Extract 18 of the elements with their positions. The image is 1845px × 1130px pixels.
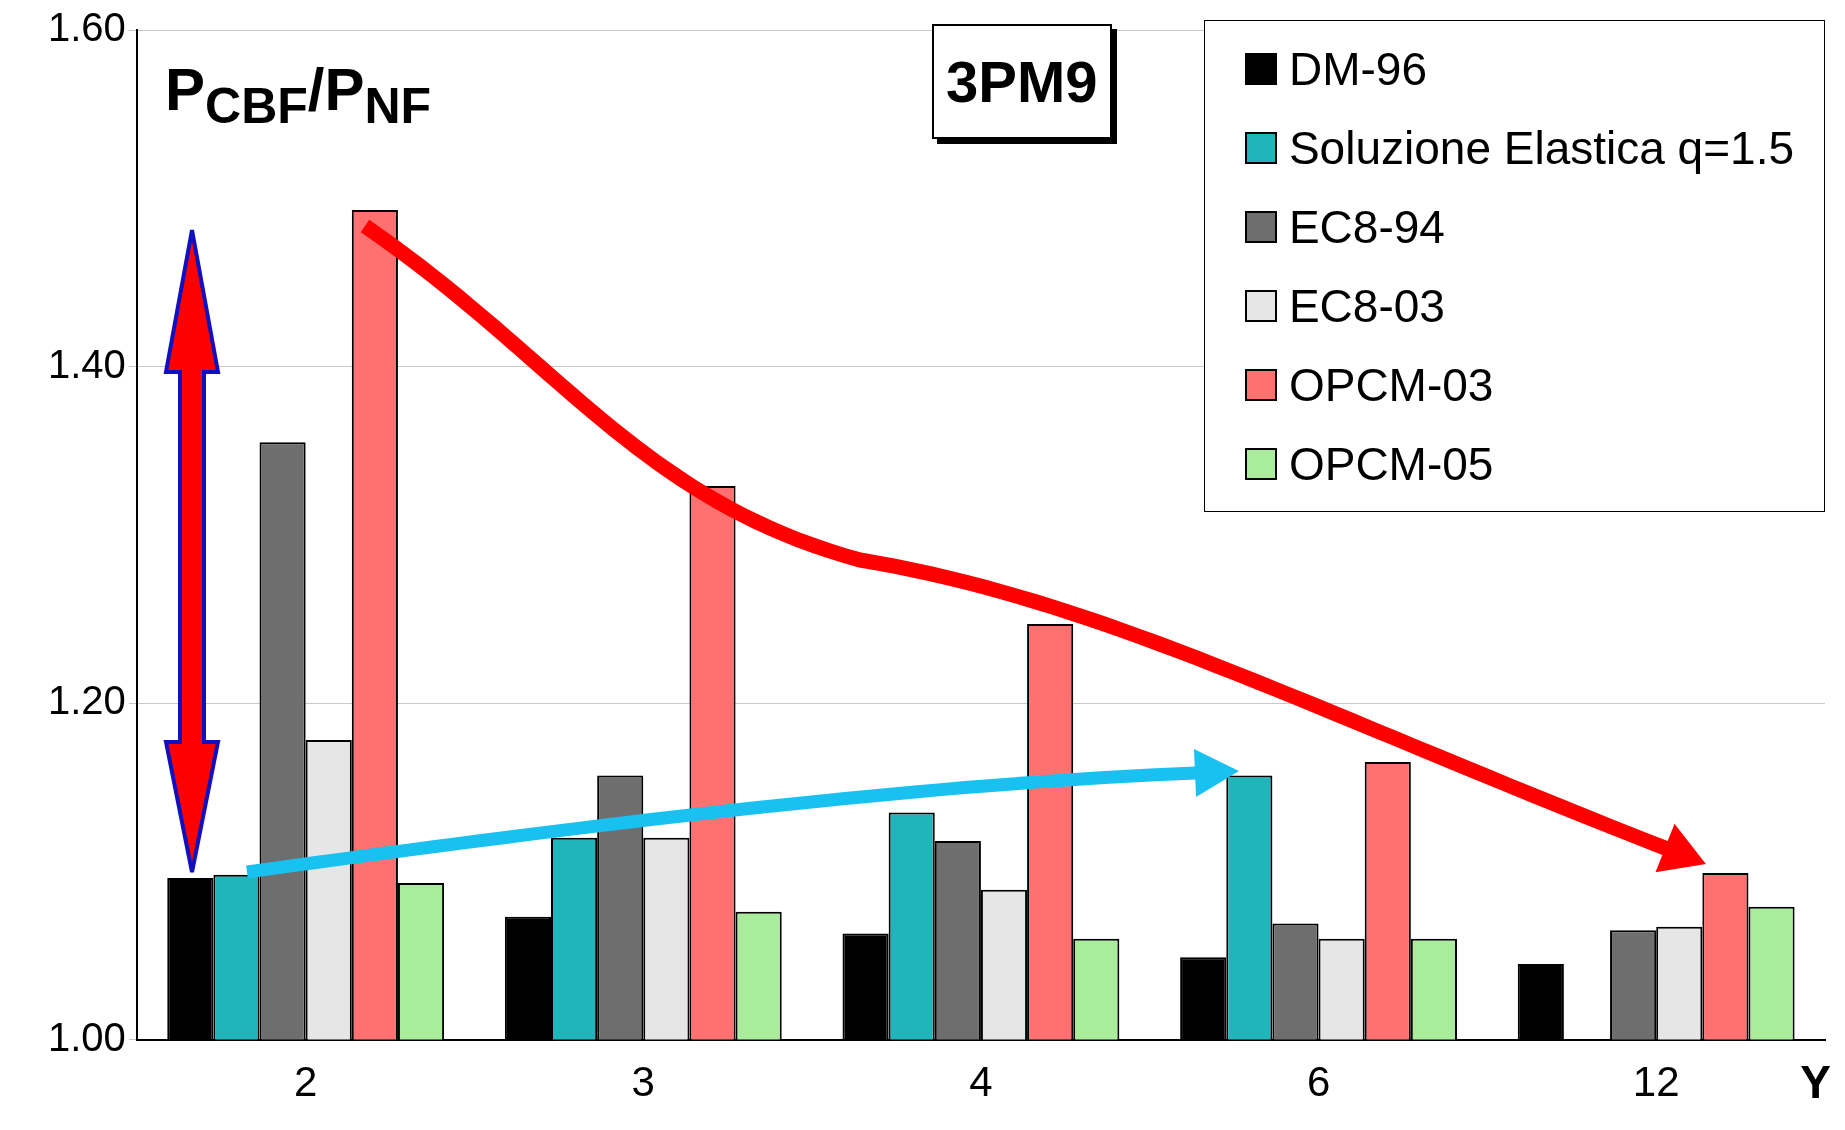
y-tick-label: 1.40: [47, 341, 126, 386]
x-tick-label: 12: [1632, 1058, 1680, 1106]
legend-label: EC8-03: [1288, 278, 1445, 333]
x-tick-label: 6: [1306, 1058, 1331, 1106]
y-tick-label: 1.60: [47, 5, 126, 50]
y-tick-label: 1.00: [47, 1014, 126, 1059]
legend-label: EC8-94: [1288, 199, 1445, 254]
legend-label: Soluzione Elastica q=1.5: [1288, 120, 1794, 175]
annotation: 3PM9: [932, 24, 1112, 139]
x-axis-title: Y: [1800, 1055, 1831, 1109]
legend-label: OPCM-03: [1288, 357, 1494, 412]
x-tick-label: 3: [631, 1058, 655, 1106]
legend-label: DM-96: [1288, 41, 1427, 96]
x-tick-label: 4: [969, 1058, 993, 1106]
y-tick-label: 1.20: [47, 678, 126, 723]
x-tick-label: 2: [293, 1058, 318, 1106]
legend-label: OPCM-05: [1288, 436, 1494, 491]
text: P$_{CBF}$/P$_{NF}$: [165, 55, 432, 135]
